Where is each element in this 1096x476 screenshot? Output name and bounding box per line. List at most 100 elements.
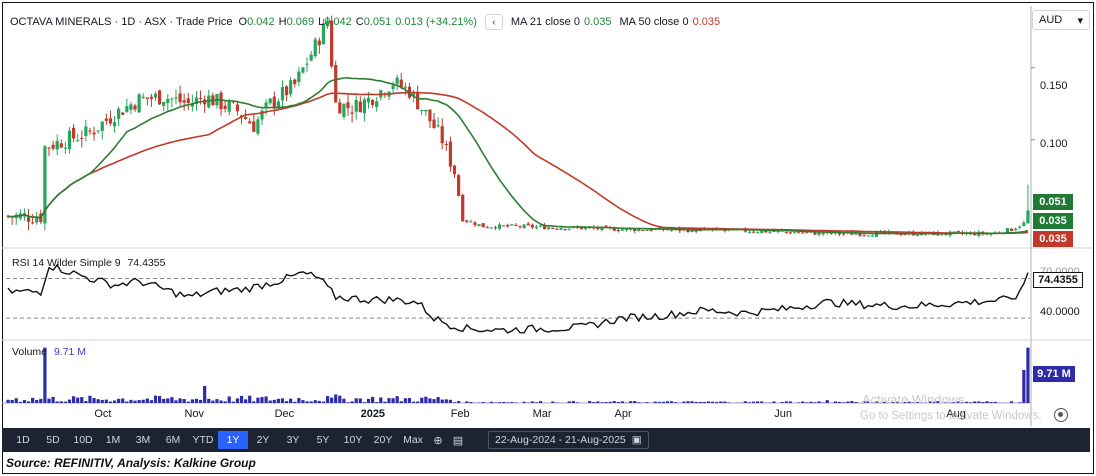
volume-bar [166,398,170,403]
candle-body [461,194,465,222]
candle-body [796,232,801,234]
timeframe-1m[interactable]: 1M [105,434,121,446]
timeframe-20y[interactable]: 20Y [373,434,393,446]
volume-bar [661,401,666,403]
currency-select[interactable]: AUD ▾ [1032,10,1090,30]
candle-body [518,226,522,228]
ma21-value: 0.035 [583,16,612,28]
timeframe-1d[interactable]: 1D [16,434,30,446]
ma21-line [7,77,1029,235]
volume-bar [153,395,158,403]
candle-body [448,141,453,167]
timeframe-3m[interactable]: 3M [135,434,151,446]
volume-bar [149,400,154,403]
candle-body [26,217,31,222]
volume-bar [342,398,346,403]
volume-bar [10,399,14,403]
candle-body [395,77,399,84]
volume-bar [280,398,285,403]
volume-bar [510,402,514,403]
volume-bar [743,401,747,403]
volume-bar [608,401,612,403]
gear-icon[interactable] [1054,408,1068,422]
timeframe-5y[interactable]: 5Y [316,434,330,446]
y-tick-label-150: 0.150 [1040,80,1068,92]
candle-body [497,224,502,229]
volume-bar [784,401,788,403]
volume-bar [141,399,145,403]
volume-bar [833,401,838,403]
volume-bar [350,401,354,403]
volume-bar [67,399,72,403]
volume-bar [956,401,960,403]
volume-bar [215,399,219,403]
timeframe-2y[interactable]: 2Y [256,434,270,446]
date-range-picker[interactable]: 22-Aug-2024 - 21-Aug-2025 ▣ [488,431,649,449]
rsi-value: 74.4355 [127,257,166,269]
collapse-legend-button[interactable]: ‹ [484,14,503,30]
candle-body [362,99,366,114]
candle-body [583,227,588,229]
volume-bar [710,401,715,403]
currency-label: AUD [1039,14,1063,26]
volume-bar [289,398,293,403]
ma50-line [7,91,1029,235]
volume-bar [256,397,260,403]
volume-bar [227,396,231,403]
volume-bar [338,395,342,403]
volume-bar [837,401,842,403]
volume-bar [51,396,55,403]
volume-bar [309,401,313,403]
volume-bar [178,398,182,403]
volume-bar [780,402,784,403]
volume-bar [170,397,174,403]
volume-bar [469,401,473,403]
candle-body [440,126,444,144]
volume-bar [252,401,256,403]
volume-bar [244,399,248,403]
timeframe-10d[interactable]: 10D [73,434,93,446]
volume-legend: Volume 9.71 M [12,346,86,358]
candle-body [563,229,567,231]
volume-bar [182,399,186,403]
volume-bar [284,401,289,403]
volume-bar [346,402,350,403]
volume-bar [100,399,104,403]
volume-bar [125,401,129,403]
candle-body [252,121,256,132]
timeframe-ytd[interactable]: YTD [192,434,214,446]
candle-body [801,232,805,234]
candle-body [670,229,674,231]
volume-bar [334,394,338,403]
compare-icon[interactable]: ⊕ [433,434,443,447]
volume-bar [493,402,498,403]
candle-body [399,79,403,88]
volume-label: Volume [12,346,48,358]
volume-bar [522,401,526,403]
candle-body [751,231,756,233]
calendar-icon[interactable]: ▤ [452,434,464,447]
candle-body [747,231,752,233]
candle-body [346,102,350,109]
volume-bar [194,398,199,403]
volume-bar [325,396,330,403]
timeframe-max[interactable]: Max [403,434,423,446]
candle-body [186,98,190,103]
volume-bar [452,402,457,403]
timeframe-1y[interactable]: 1Y [218,431,248,449]
candle-body [125,106,129,112]
volume-bar [59,401,63,403]
timeframe-6m[interactable]: 6M [165,434,181,446]
candle-body [899,234,903,236]
volume-bar [399,401,403,403]
candle-body [629,228,633,230]
timeframe-10y[interactable]: 10Y [343,434,363,446]
timeframe-3y[interactable]: 3Y [286,434,300,446]
candle-body [76,140,80,142]
volume-bar [444,399,448,403]
volume-bar [71,396,76,403]
volume-bar [571,401,575,403]
timeframe-5d[interactable]: 5D [46,434,60,446]
open-value: 0.042 [247,16,275,28]
